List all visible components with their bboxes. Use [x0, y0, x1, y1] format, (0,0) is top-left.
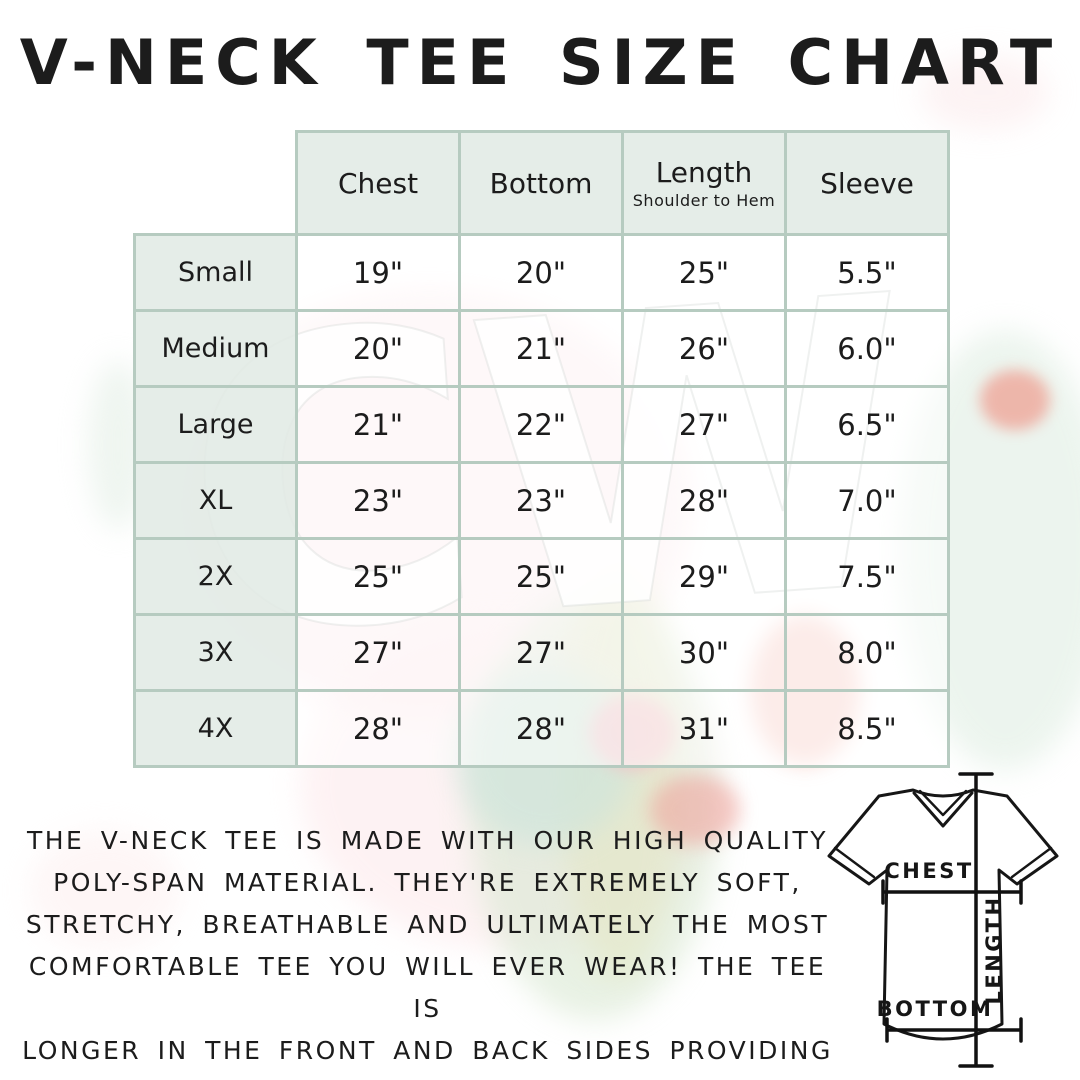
table-row-xl: XL 23" 23" 28" 7.0" [133, 461, 950, 540]
column-header-chest: Chest [295, 130, 461, 236]
cell-bottom: 21" [458, 309, 624, 388]
cell-sleeve: 7.0" [784, 461, 950, 540]
description-line: COMFORTABLE TEE YOU WILL EVER WEAR! THE … [28, 952, 827, 1023]
table-corner-cell [135, 132, 297, 235]
column-header-sleeve: Sleeve [784, 130, 950, 236]
cell-chest: 20" [295, 309, 461, 388]
column-header-bottom: Bottom [458, 130, 624, 236]
table-row-medium: Medium 20" 21" 26" 6.0" [133, 309, 950, 388]
cell-chest: 28" [295, 689, 461, 768]
row-label: Medium [133, 309, 298, 388]
cell-length: 27" [621, 385, 787, 464]
table-row-3x: 3X 27" 27" 30" 8.0" [133, 613, 950, 692]
size-table: Chest Bottom Length Shoulder to Hem Slee… [133, 130, 950, 768]
cell-chest: 25" [295, 537, 461, 616]
cell-chest: 27" [295, 613, 461, 692]
cell-sleeve: 5.5" [784, 233, 950, 312]
description-line: LONGER IN THE FRONT AND BACK SIDES PROVI… [22, 1036, 833, 1065]
table-row-2x: 2X 25" 25" 29" 7.5" [133, 537, 950, 616]
table-row-large: Large 21" 22" 27" 6.5" [133, 385, 950, 464]
description-line: THE PERFECT COVERAGE. [15, 1072, 840, 1080]
row-label: 4X [133, 689, 298, 768]
description-text: THE V-NECK TEE IS MADE WITH OUR HIGH QUA… [15, 820, 840, 1080]
cell-length: 29" [621, 537, 787, 616]
cell-bottom: 27" [458, 613, 624, 692]
row-label: Small [133, 233, 298, 312]
cell-length: 31" [621, 689, 787, 768]
cell-length: 26" [621, 309, 787, 388]
row-label: 3X [133, 613, 298, 692]
vneck-collar-icon [912, 791, 974, 828]
tee-measurement-diagram: CHEST BOTTOM LENGTH [827, 772, 1059, 1068]
cell-sleeve: 8.0" [784, 613, 950, 692]
column-header-length-sub: Shoulder to Hem [632, 191, 776, 210]
description-line: STRETCHY, BREATHABLE AND ULTIMATELY THE … [25, 910, 830, 939]
cell-length: 30" [621, 613, 787, 692]
row-label: Large [133, 385, 298, 464]
cell-sleeve: 6.0" [784, 309, 950, 388]
column-header-length-main: Length [655, 156, 753, 189]
cell-sleeve: 8.5" [784, 689, 950, 768]
description-line: THE V-NECK TEE IS MADE WITH OUR HIGH QUA… [26, 826, 829, 855]
cell-length: 28" [621, 461, 787, 540]
vneck-collar-inner-icon [918, 789, 968, 817]
length-measure-line [958, 772, 994, 1068]
column-header-length: Length Shoulder to Hem [621, 130, 787, 236]
page-title: V-NECK TEE SIZE CHART [19, 26, 1061, 99]
cell-sleeve: 6.5" [784, 385, 950, 464]
cell-sleeve: 7.5" [784, 537, 950, 616]
chest-measure-line [881, 879, 1023, 905]
length-label: LENGTH [982, 895, 1006, 1004]
cell-chest: 21" [295, 385, 461, 464]
cell-bottom: 23" [458, 461, 624, 540]
row-label: XL [133, 461, 298, 540]
chest-label: CHEST [884, 859, 973, 883]
watercolor-flower [980, 370, 1050, 430]
cell-bottom: 20" [458, 233, 624, 312]
cell-length: 25" [621, 233, 787, 312]
row-label: 2X [133, 537, 298, 616]
cell-bottom: 28" [458, 689, 624, 768]
cell-chest: 19" [295, 233, 461, 312]
cell-chest: 23" [295, 461, 461, 540]
right-cuff-icon [1010, 846, 1053, 879]
left-cuff-icon [833, 846, 876, 879]
cell-bottom: 22" [458, 385, 624, 464]
table-row-small: Small 19" 20" 25" 5.5" [133, 233, 950, 312]
cell-bottom: 25" [458, 537, 624, 616]
bottom-measure-line [885, 1017, 1023, 1043]
description-line: POLY-SPAN MATERIAL. THEY'RE EXTREMELY SO… [53, 868, 802, 897]
bottom-label: BOTTOM [877, 997, 994, 1021]
table-row-4x: 4X 28" 28" 31" 8.5" [133, 689, 950, 768]
table-header-row: Chest Bottom Length Shoulder to Hem Slee… [135, 130, 950, 236]
